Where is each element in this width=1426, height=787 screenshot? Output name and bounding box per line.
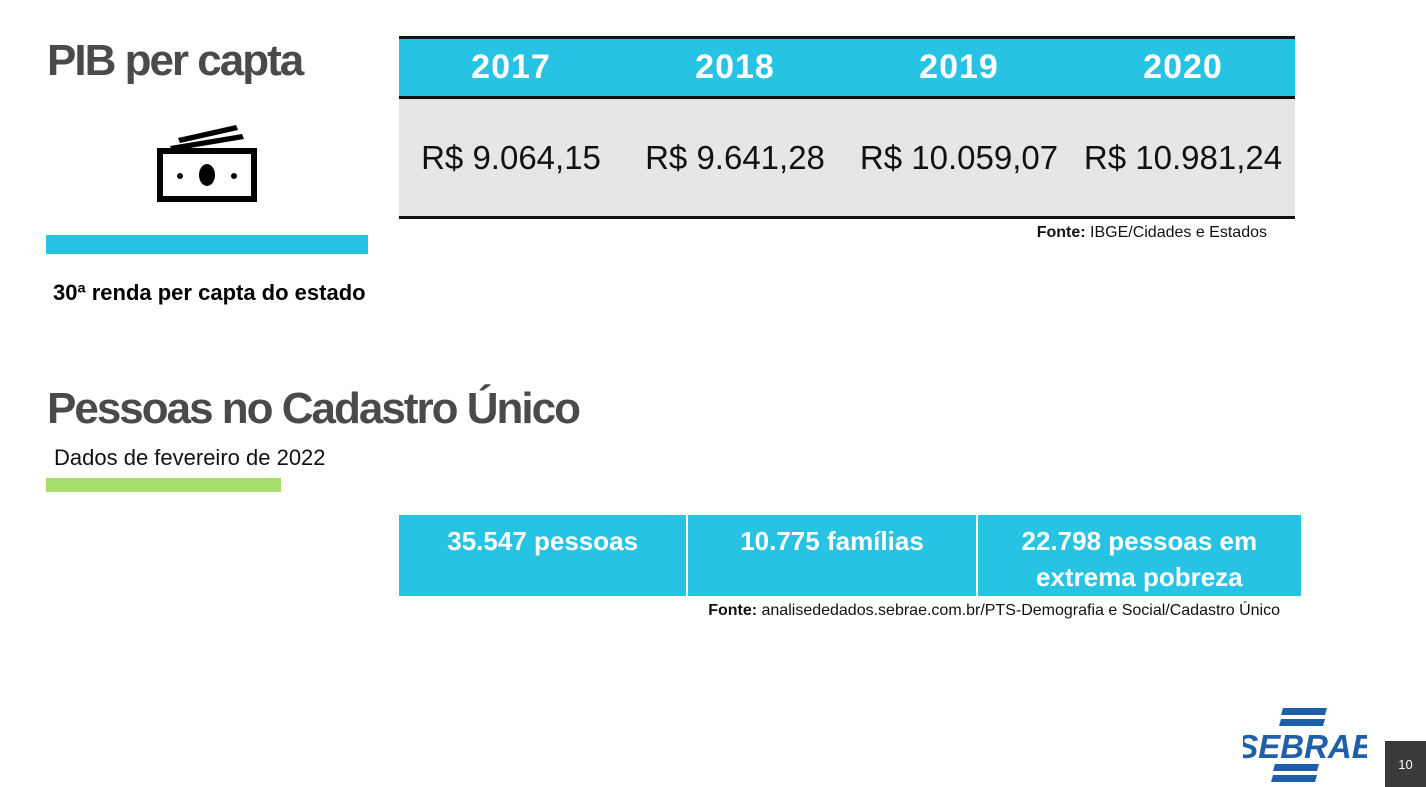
cadastro-cell-extrema-pobreza: 22.798 pessoas em extrema pobreza — [1021, 526, 1258, 592]
cadastro-table: 35.547 pessoas 10.775 famílias 22.798 pe… — [399, 515, 1301, 596]
pib-value-2018: R$ 9.641,28 — [645, 138, 825, 176]
pib-source-text: IBGE/Cidades e Estados — [1085, 224, 1267, 241]
rank-text: 30ª renda per capta do estado — [53, 280, 366, 305]
cadastro-cell-pessoas: 35.547 pessoas — [399, 515, 689, 596]
cadastro-title: Pessoas no Cadastro Único — [47, 384, 581, 433]
pib-value-2019: R$ 10.059,07 — [859, 138, 1059, 176]
page-number: 10 — [1385, 741, 1426, 787]
pib-header-2017: 2017 — [471, 48, 551, 86]
money-icon — [157, 125, 257, 202]
sebrae-logo-text: SEBRAE — [1243, 728, 1367, 765]
cadastro-accent-bar — [46, 478, 281, 492]
pib-header-2018: 2018 — [695, 48, 775, 86]
pib-table: 2017 2018 2019 2020 R$ 9.064,15 R$ 9.641… — [399, 36, 1295, 219]
cadastro-cell-familias: 10.775 famílias — [688, 515, 978, 596]
pib-source-label: Fonte: — [1036, 224, 1086, 241]
pib-value-2017: R$ 9.064,15 — [421, 138, 601, 176]
pib-value-2020: R$ 10.981,24 — [1083, 138, 1283, 176]
cadastro-source-label: Fonte: — [708, 602, 758, 619]
sebrae-logo: SEBRAE — [1243, 708, 1367, 782]
pib-header-2020: 2020 — [1143, 48, 1223, 86]
pib-table-values: R$ 9.064,15 R$ 9.641,28 R$ 10.059,07 R$ … — [399, 99, 1295, 219]
cadastro-source-text: analisededados.sebrae.com.br/PTS-Demogra… — [757, 602, 1281, 619]
pib-table-header: 2017 2018 2019 2020 — [399, 36, 1295, 99]
pib-accent-bar — [46, 235, 368, 254]
cadastro-subtitle: Dados de fevereiro de 2022 — [54, 445, 326, 470]
pib-source: Fonte: IBGE/Cidades e Estados — [1037, 224, 1267, 242]
pib-header-2019: 2019 — [919, 48, 999, 86]
pib-title: PIB per capta — [47, 36, 304, 85]
cadastro-source: Fonte: analisededados.sebrae.com.br/PTS-… — [708, 602, 1280, 620]
